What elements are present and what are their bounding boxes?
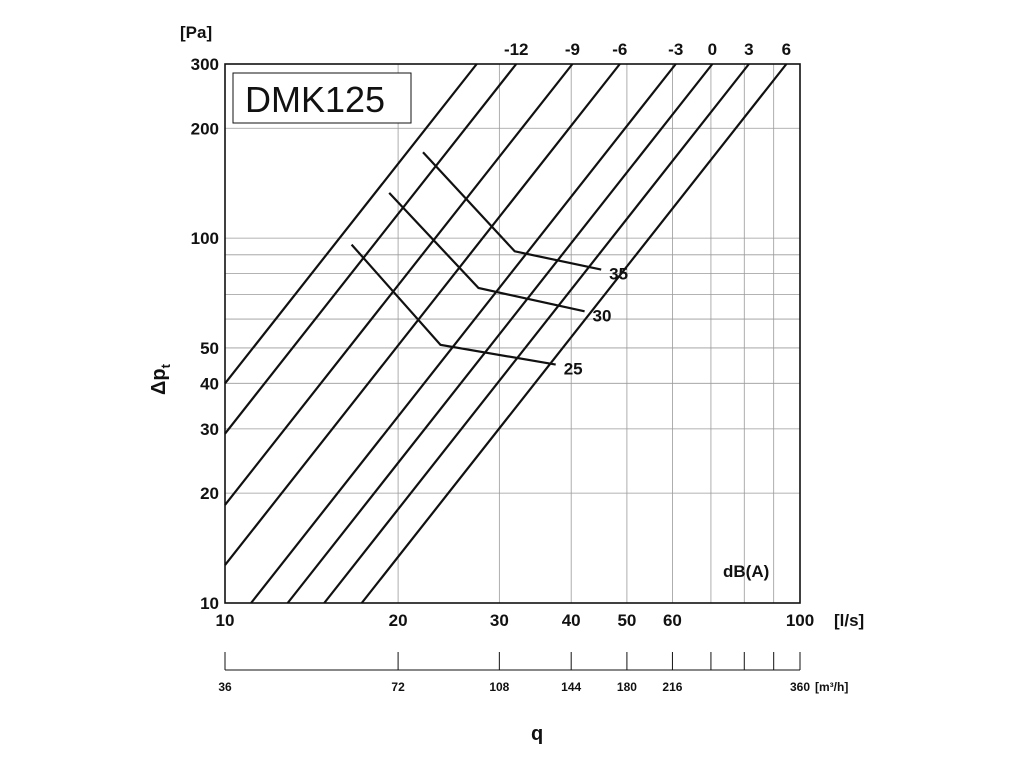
x-tick-label: 30 — [490, 611, 509, 630]
sound-curve — [422, 151, 602, 271]
isolines — [224, 63, 788, 604]
y-tick-label: 200 — [191, 119, 219, 138]
y-tick-label: 300 — [191, 55, 219, 74]
y-tick-label: 40 — [200, 374, 219, 393]
y-unit-label: [Pa] — [180, 23, 212, 42]
db-label: dB(A) — [723, 562, 769, 581]
m3h-axis: 36 72 108 144 180 216 360 — [218, 652, 810, 694]
m3h-tick-label: 216 — [662, 680, 682, 694]
y-tick-label: 20 — [200, 484, 219, 503]
isoline-label: 3 — [744, 40, 753, 59]
y-tick-label: 30 — [200, 420, 219, 439]
y-tick-label: 10 — [200, 594, 219, 613]
x-tick-label: 20 — [389, 611, 408, 630]
x2-unit-label: [m³/h] — [815, 680, 848, 694]
isoline — [224, 63, 518, 435]
isoline-label: -3 — [668, 40, 683, 59]
y-tick-label: 100 — [191, 229, 219, 248]
isoline-label: -12 — [504, 40, 529, 59]
sound-curve-label: 35 — [609, 265, 628, 284]
sound-curve — [388, 192, 585, 313]
x-tick-label: 100 — [786, 611, 814, 630]
m3h-tick-label: 108 — [489, 680, 509, 694]
isoline-label: -9 — [565, 40, 580, 59]
isoline — [224, 63, 621, 566]
model-label-box: DMK125 — [232, 72, 412, 124]
x-tick-label: 10 — [216, 611, 235, 630]
y-tick-label: 50 — [200, 339, 219, 358]
isoline — [360, 63, 788, 604]
m3h-tick-label: 144 — [561, 680, 581, 694]
isoline — [250, 63, 677, 604]
x-tick-label: 40 — [562, 611, 581, 630]
sound-curves: 35 30 25 — [350, 151, 628, 379]
isoline — [224, 63, 574, 506]
isoline — [224, 63, 478, 385]
m3h-tick-label: 36 — [218, 680, 232, 694]
tick-labels: -12 -9 -6 -3 0 3 6 10 20 30 40 50 60 100 10 20 30 40 50 100… — [191, 40, 815, 630]
x-tick-label: 60 — [663, 611, 682, 630]
plot-frame — [224, 63, 801, 604]
m3h-tick-label: 360 — [790, 680, 810, 694]
y-axis-symbol-sub: t — [158, 363, 173, 368]
sound-curve-label: 25 — [564, 360, 583, 379]
isoline-label: 6 — [782, 40, 791, 59]
isoline-label: 0 — [708, 40, 717, 59]
x-tick-label: 50 — [617, 611, 636, 630]
sound-curve-label: 30 — [593, 306, 612, 325]
model-label: DMK125 — [245, 79, 385, 120]
x-unit-label: [l/s] — [834, 611, 864, 630]
m3h-tick-label: 180 — [617, 680, 637, 694]
grid — [224, 63, 801, 604]
y-axis-symbol-main: Δp — [148, 368, 170, 395]
isoline-label: -6 — [612, 40, 627, 59]
isoline — [286, 63, 714, 604]
sound-curve — [350, 243, 556, 366]
y-axis-symbol: Δpt — [148, 363, 173, 395]
m3h-tick-label: 72 — [391, 680, 405, 694]
isoline — [323, 63, 750, 604]
x-axis-title: q — [531, 723, 543, 745]
